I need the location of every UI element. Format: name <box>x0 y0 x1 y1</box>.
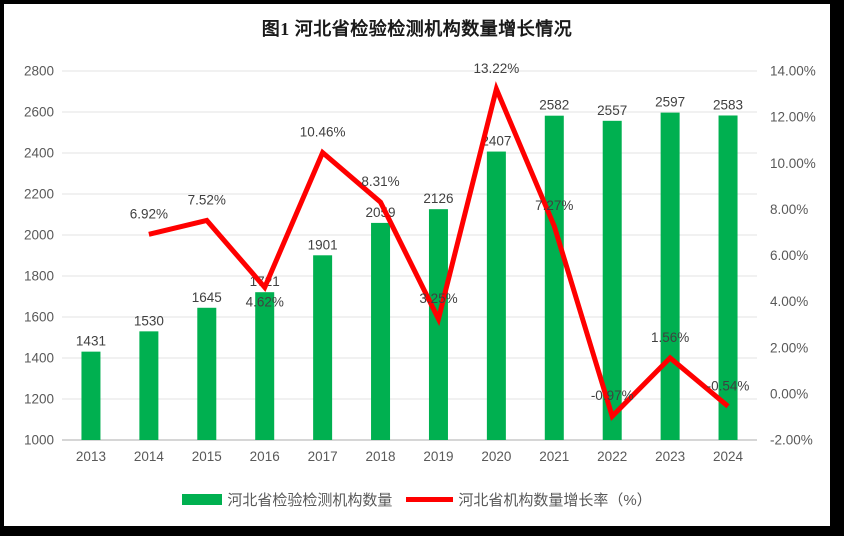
right-axis-tick: -2.00% <box>770 433 813 448</box>
left-axis-tick: 2800 <box>24 64 54 79</box>
growth-value-label: 8.31% <box>361 174 399 189</box>
growth-value-label: 7.52% <box>188 192 226 207</box>
right-axis-tick: 4.00% <box>770 294 808 309</box>
legend: 河北省检验检测机构数量 河北省机构数量增长率（%） <box>4 488 830 510</box>
right-axis-tick: 10.00% <box>770 156 816 171</box>
right-axis-tick: 6.00% <box>770 248 808 263</box>
bar <box>544 115 564 440</box>
x-tick-label: 2013 <box>76 449 106 464</box>
bar <box>660 112 680 441</box>
left-axis-tick: 2000 <box>24 228 54 243</box>
bar <box>371 222 391 440</box>
x-tick-label: 2020 <box>481 449 511 464</box>
bar-value-label: 2582 <box>539 98 569 113</box>
growth-line <box>148 81 730 421</box>
bar-value-label: 1530 <box>134 313 164 328</box>
x-tick-label: 2024 <box>713 449 744 464</box>
bar-value-label: 1901 <box>308 237 338 252</box>
x-tick-label: 2023 <box>655 449 685 464</box>
bar <box>486 151 506 440</box>
bar <box>81 351 101 440</box>
x-tick-label: 2015 <box>192 449 222 464</box>
bar-value-label: 2407 <box>481 134 511 149</box>
growth-value-label: 7.27% <box>535 198 573 213</box>
bar <box>313 255 333 440</box>
x-tick-label: 2021 <box>539 449 569 464</box>
bar-value-label: 2126 <box>423 191 453 206</box>
legend-line-swatch <box>406 496 454 502</box>
plot-area: 1000 1200 1400 1600 1800 2000 2200 2400 2600 2800… <box>24 61 816 464</box>
x-tick-label: 2022 <box>597 449 627 464</box>
bar-value-label: 2597 <box>655 95 685 110</box>
bar <box>428 209 448 440</box>
x-tick-label: 2019 <box>423 449 453 464</box>
x-tick-label: 2018 <box>366 449 396 464</box>
growth-value-label: -0.97% <box>591 388 634 403</box>
x-tick-label: 2016 <box>250 449 280 464</box>
right-axis-tick: 0.00% <box>770 386 808 401</box>
growth-value-label: 4.62% <box>246 294 284 309</box>
right-axis-tick: 12.00% <box>770 110 816 125</box>
growth-value-label: 1.56% <box>651 330 689 345</box>
growth-value-label: 13.22% <box>473 61 519 76</box>
legend-line-label: 河北省机构数量增长率（%） <box>458 491 652 509</box>
left-axis-tick: 1200 <box>24 392 54 407</box>
growth-value-label: -0.54% <box>707 378 750 393</box>
left-axis-tick: 2400 <box>24 146 54 161</box>
left-axis-tick: 1800 <box>24 269 54 284</box>
bar <box>718 115 738 441</box>
right-axis-tick: 2.00% <box>770 340 808 355</box>
x-tick-label: 2014 <box>134 449 165 464</box>
bar <box>197 307 217 440</box>
legend-bar-label: 河北省检验检测机构数量 <box>227 491 393 509</box>
chart-title: 图1 河北省检验检测机构数量增长情况 <box>261 19 573 39</box>
left-axis-tick: 1600 <box>24 310 54 325</box>
bar <box>602 120 622 440</box>
growth-value-label: 3.25% <box>419 291 457 306</box>
bar <box>255 292 275 440</box>
bar-value-label: 2557 <box>597 103 627 118</box>
right-axis-tick: 8.00% <box>770 202 808 217</box>
bar-value-label: 1645 <box>192 290 222 305</box>
chart-canvas: 图1 河北省检验检测机构数量增长情况 1000 1200 1400 1600 1800 2… <box>4 4 830 526</box>
bar-value-label: 1431 <box>76 334 106 349</box>
left-axis-tick: 1000 <box>24 433 54 448</box>
left-axis-tick: 2200 <box>24 187 54 202</box>
legend-bar-swatch <box>182 493 223 505</box>
left-axis-tick: 1400 <box>24 351 54 366</box>
bar-value-label: 2583 <box>713 97 743 112</box>
growth-value-label: 10.46% <box>300 125 346 140</box>
growth-value-label: 6.92% <box>130 206 168 221</box>
bar <box>139 331 159 440</box>
x-tick-label: 2017 <box>308 449 338 464</box>
left-axis-tick: 2600 <box>24 105 54 120</box>
right-axis-tick: 14.00% <box>770 64 816 79</box>
